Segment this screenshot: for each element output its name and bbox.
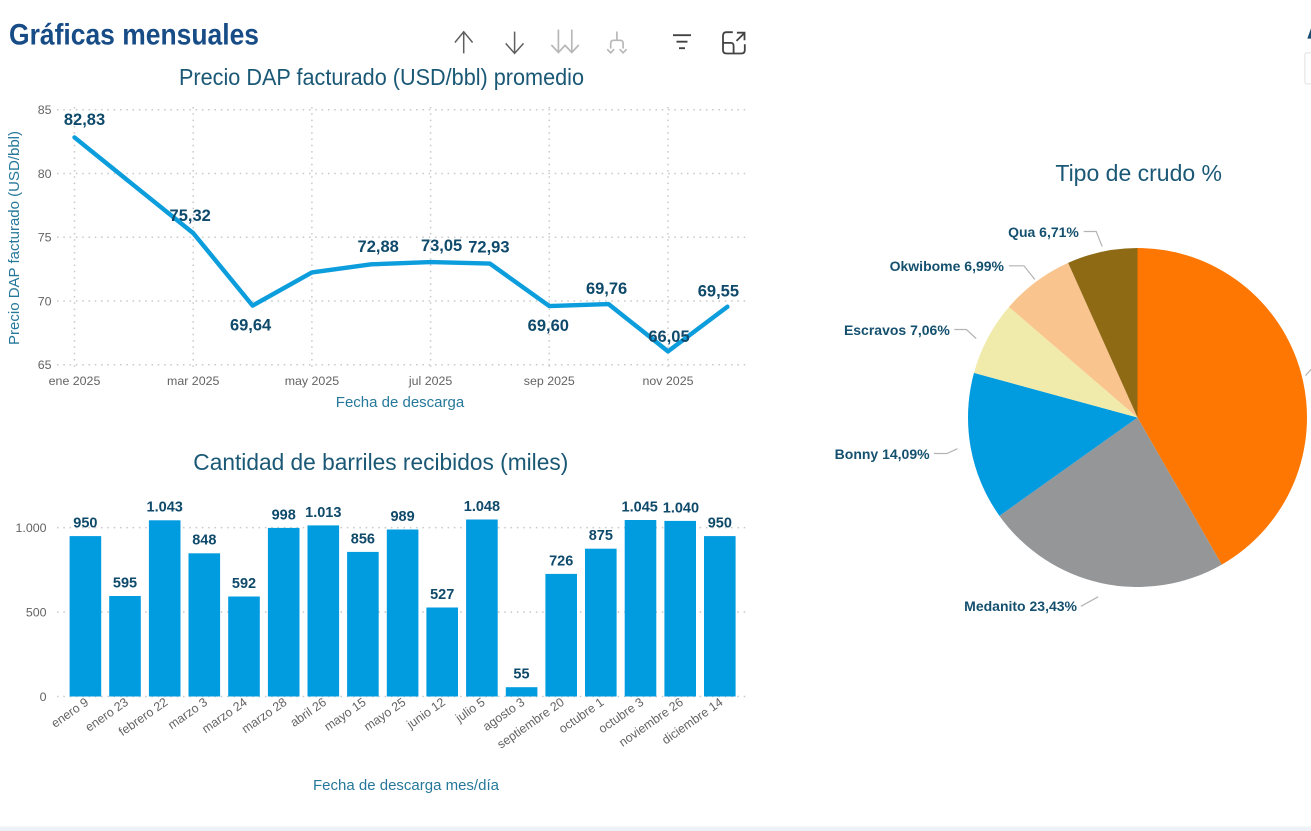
svg-text:69,76: 69,76: [586, 280, 627, 298]
svg-text:1.013: 1.013: [305, 505, 341, 521]
svg-text:848: 848: [192, 533, 216, 549]
svg-text:592: 592: [232, 576, 256, 592]
svg-text:Tipo de crudo %: Tipo de crudo %: [1055, 160, 1222, 186]
svg-text:1.043: 1.043: [147, 500, 183, 516]
svg-text:nov 2025: nov 2025: [643, 374, 694, 388]
svg-text:527: 527: [430, 587, 454, 603]
svg-text:Qua 6,71%: Qua 6,71%: [1008, 224, 1079, 240]
svg-text:Medanito 23,43%: Medanito 23,43%: [964, 598, 1077, 614]
svg-text:72,88: 72,88: [358, 238, 399, 256]
svg-text:69,64: 69,64: [230, 316, 272, 334]
svg-text:989: 989: [390, 509, 414, 525]
svg-text:Fecha de descarga mes/día: Fecha de descarga mes/día: [313, 777, 500, 794]
svg-text:55: 55: [513, 667, 529, 683]
svg-text:1.045: 1.045: [622, 499, 658, 515]
svg-text:jul 2025: jul 2025: [408, 374, 453, 388]
svg-text:856: 856: [351, 531, 375, 547]
svg-text:80: 80: [38, 167, 52, 181]
svg-text:Okwibome 6,99%: Okwibome 6,99%: [890, 258, 1005, 274]
svg-text:726: 726: [549, 553, 573, 569]
svg-text:Gráficas mensuales: Gráficas mensuales: [9, 18, 259, 51]
svg-text:950: 950: [73, 516, 97, 532]
svg-text:Bonny 14,09%: Bonny 14,09%: [835, 446, 930, 462]
svg-text:69,55: 69,55: [698, 282, 739, 300]
svg-text:75,32: 75,32: [170, 207, 211, 225]
svg-text:82,83: 82,83: [64, 111, 105, 129]
svg-text:Fecha de descarga: Fecha de descarga: [336, 394, 465, 411]
svg-text:ene 2025: ene 2025: [49, 374, 101, 388]
svg-text:500: 500: [26, 605, 47, 619]
svg-text:998: 998: [272, 507, 296, 523]
svg-text:75: 75: [38, 231, 52, 245]
svg-text:70: 70: [38, 294, 52, 308]
svg-text:65: 65: [38, 358, 52, 372]
svg-text:0: 0: [40, 690, 47, 704]
svg-text:950: 950: [708, 516, 732, 532]
svg-text:1.000: 1.000: [15, 521, 46, 535]
svg-text:1.040: 1.040: [663, 500, 699, 516]
svg-text:66,05: 66,05: [648, 328, 689, 346]
svg-text:85: 85: [38, 103, 52, 117]
svg-text:72,93: 72,93: [468, 238, 509, 256]
svg-text:may 2025: may 2025: [285, 374, 340, 388]
svg-text:73,05: 73,05: [421, 237, 462, 255]
svg-text:Escravos 7,06%: Escravos 7,06%: [844, 322, 950, 338]
svg-text:Precio DAP facturado (USD/bbl): Precio DAP facturado (USD/bbl): [6, 131, 23, 345]
svg-text:1.048: 1.048: [464, 499, 500, 515]
svg-text:Cantidad de barriles recibidos: Cantidad de barriles recibidos (miles): [193, 449, 568, 475]
svg-text:Precio DAP facturado (USD/bbl): Precio DAP facturado (USD/bbl) promedio: [179, 64, 584, 90]
svg-text:mar 2025: mar 2025: [167, 374, 219, 388]
svg-text:69,60: 69,60: [528, 317, 569, 335]
svg-text:sep 2025: sep 2025: [524, 374, 575, 388]
svg-text:595: 595: [113, 575, 137, 591]
svg-text:875: 875: [589, 528, 613, 544]
